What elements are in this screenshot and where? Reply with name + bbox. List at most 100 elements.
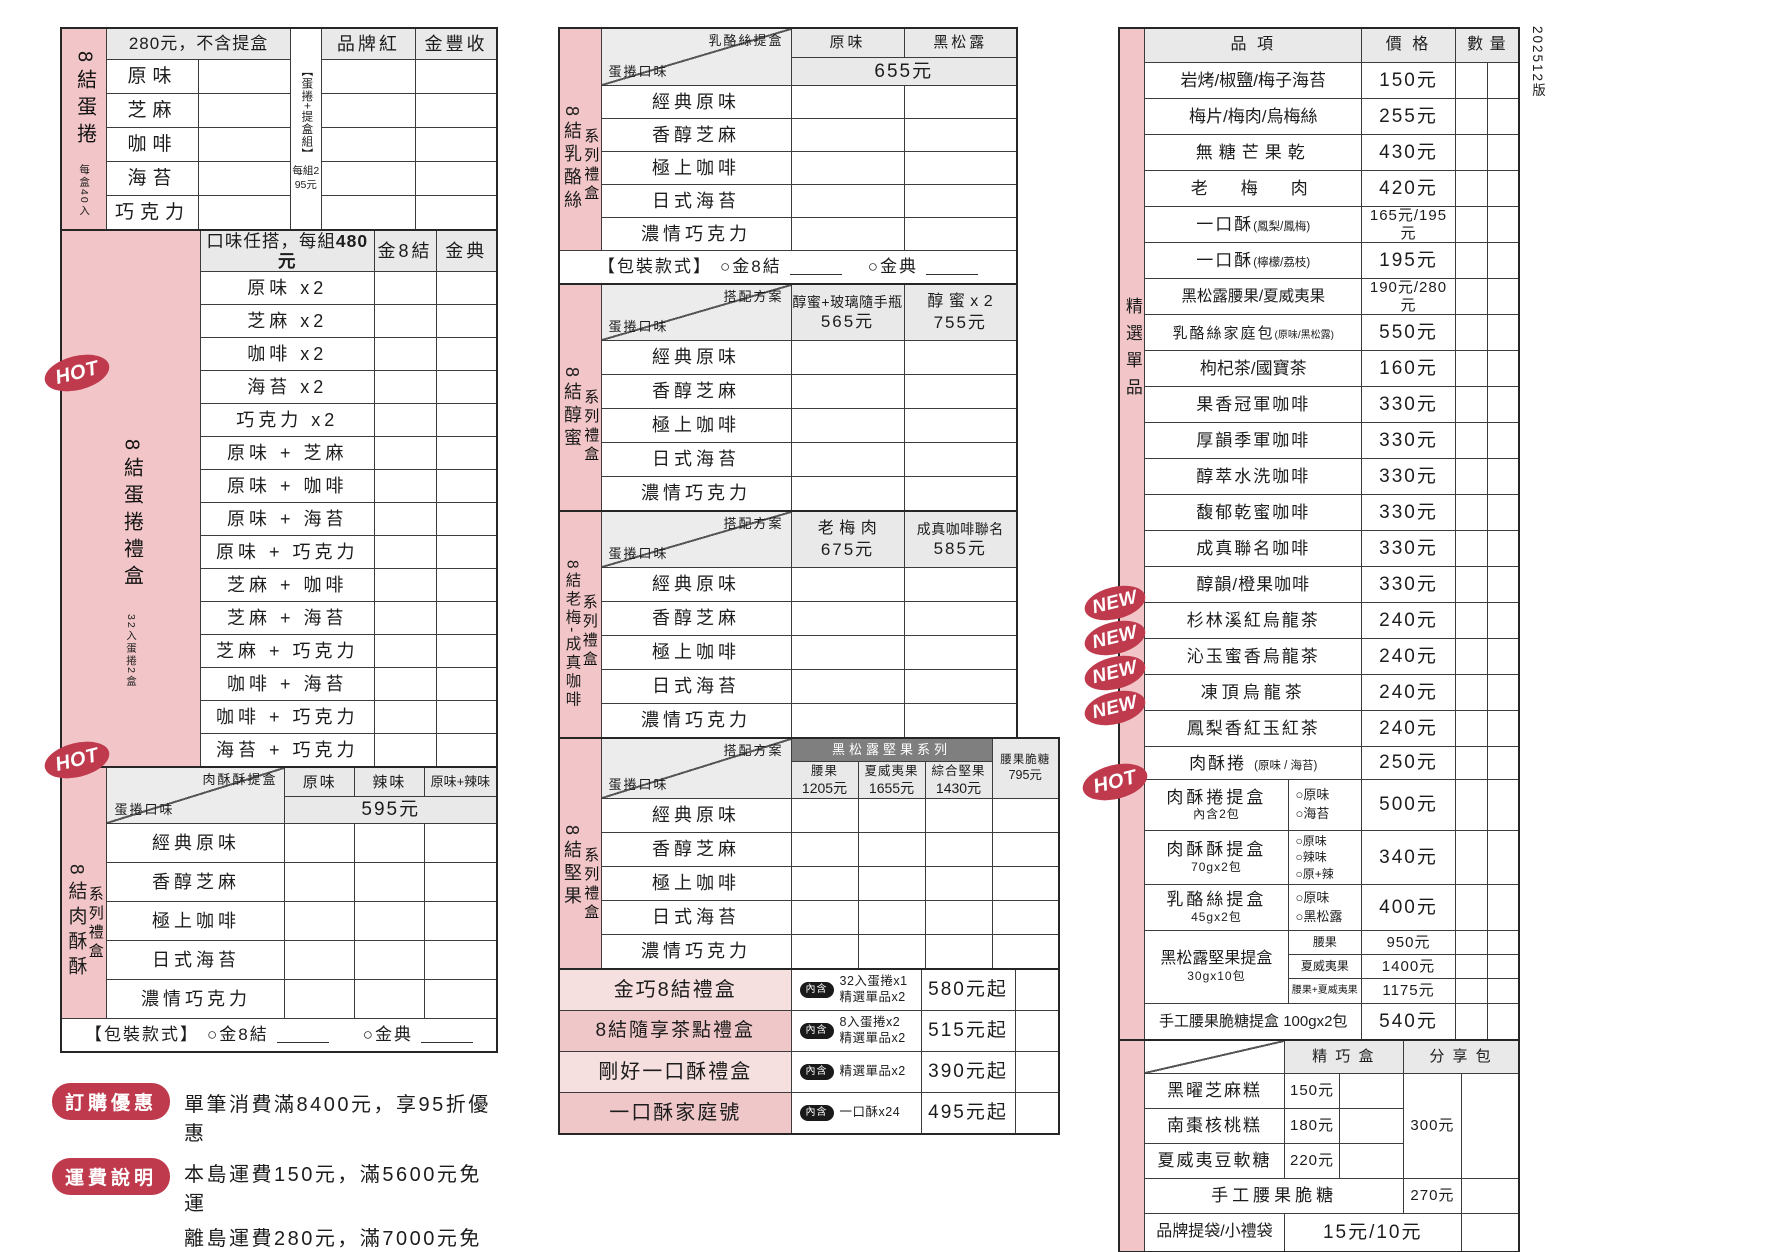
qty-cell[interactable]	[903, 151, 1018, 185]
qty-cell[interactable]	[423, 823, 498, 864]
qty-cell[interactable]	[435, 535, 498, 570]
qty-cell[interactable]	[903, 669, 1018, 704]
qty-cell[interactable]	[435, 634, 498, 669]
qty-cell[interactable]	[903, 184, 1018, 218]
qty-cell[interactable]	[1486, 314, 1520, 351]
qty-cell[interactable]	[373, 304, 437, 339]
qty-cell[interactable]	[1339, 1143, 1405, 1179]
qty-cell[interactable]	[284, 862, 356, 903]
qty-cell[interactable]	[415, 59, 498, 94]
qty-cell[interactable]	[1486, 98, 1520, 135]
qty-cell[interactable]	[1486, 674, 1520, 711]
qty-cell[interactable]	[903, 601, 1018, 636]
qty-cell[interactable]	[1339, 1073, 1405, 1109]
qty-cell[interactable]	[373, 370, 437, 405]
qty-cell[interactable]	[790, 118, 905, 152]
qty-cell[interactable]	[1454, 930, 1488, 955]
qty-cell[interactable]	[1014, 1092, 1060, 1135]
packaging-blank[interactable]	[421, 1027, 473, 1044]
qty-cell[interactable]	[924, 900, 993, 935]
qty-cell[interactable]	[373, 667, 437, 702]
qty-cell[interactable]	[991, 866, 1060, 901]
qty-cell[interactable]	[790, 703, 905, 739]
qty-cell[interactable]	[1454, 170, 1488, 207]
qty-cell[interactable]	[1454, 458, 1488, 495]
qty-cell[interactable]	[435, 271, 498, 306]
qty-cell[interactable]	[924, 832, 993, 867]
option-original[interactable]: ○原味	[1295, 787, 1330, 803]
qty-cell[interactable]	[1454, 206, 1488, 243]
qty-cell[interactable]	[373, 436, 437, 471]
qty-cell[interactable]	[903, 442, 1018, 477]
qty-cell[interactable]	[1014, 968, 1060, 1011]
qty-cell[interactable]	[1486, 830, 1520, 885]
qty-cell[interactable]	[1486, 978, 1520, 1004]
qty-cell[interactable]	[415, 127, 498, 162]
qty-cell[interactable]	[1486, 746, 1520, 780]
qty-cell[interactable]	[1486, 134, 1520, 171]
qty-cell[interactable]	[1454, 779, 1488, 831]
qty-cell[interactable]	[354, 979, 425, 1020]
qty-cell[interactable]	[790, 934, 859, 970]
qty-cell[interactable]	[435, 700, 498, 735]
qty-cell[interactable]	[1486, 530, 1520, 567]
qty-cell[interactable]	[435, 667, 498, 702]
qty-cell[interactable]	[320, 127, 417, 162]
option-mixed[interactable]: ○原+辣	[1295, 866, 1334, 881]
qty-cell[interactable]	[790, 217, 905, 251]
qty-cell[interactable]	[1486, 206, 1520, 243]
qty-cell[interactable]	[903, 374, 1018, 409]
qty-cell[interactable]	[320, 195, 417, 231]
qty-cell[interactable]	[924, 866, 993, 901]
qty-cell[interactable]	[903, 340, 1018, 375]
qty-cell[interactable]	[1454, 674, 1488, 711]
option-seaweed[interactable]: ○海苔	[1295, 806, 1330, 821]
qty-cell[interactable]	[373, 502, 437, 537]
qty-cell[interactable]	[1339, 1108, 1405, 1144]
qty-cell[interactable]	[903, 635, 1018, 670]
qty-cell[interactable]	[435, 733, 498, 768]
qty-cell[interactable]	[354, 823, 425, 864]
qty-cell[interactable]	[284, 940, 356, 981]
qty-cell[interactable]	[373, 700, 437, 735]
qty-cell[interactable]	[1454, 978, 1488, 1004]
qty-cell[interactable]	[790, 832, 859, 867]
qty-cell[interactable]	[991, 934, 1060, 970]
qty-cell[interactable]	[284, 823, 356, 864]
qty-cell[interactable]	[903, 118, 1018, 152]
qty-cell[interactable]	[354, 862, 425, 903]
qty-cell[interactable]	[1454, 278, 1488, 315]
qty-cell[interactable]	[354, 940, 425, 981]
packaging-blank[interactable]	[789, 259, 842, 275]
qty-cell[interactable]	[790, 442, 905, 477]
qty-cell[interactable]	[1486, 566, 1520, 603]
qty-cell[interactable]	[1486, 386, 1520, 423]
qty-cell[interactable]	[197, 93, 291, 128]
qty-cell[interactable]	[284, 901, 356, 942]
qty-cell[interactable]	[373, 469, 437, 504]
qty-cell[interactable]	[991, 832, 1060, 867]
qty-cell[interactable]	[423, 940, 498, 981]
qty-cell[interactable]	[1454, 1003, 1488, 1041]
qty-cell[interactable]	[435, 304, 498, 339]
qty-cell[interactable]	[320, 59, 417, 94]
qty-cell[interactable]	[1486, 422, 1520, 459]
qty-cell[interactable]	[435, 568, 498, 603]
qty-cell[interactable]	[197, 195, 291, 231]
qty-cell[interactable]	[991, 900, 1060, 935]
qty-cell[interactable]	[857, 798, 926, 833]
packaging-option-golden[interactable]: ○金典	[362, 1025, 413, 1045]
qty-cell[interactable]	[790, 866, 859, 901]
qty-cell[interactable]	[790, 408, 905, 443]
qty-cell[interactable]	[1486, 954, 1520, 979]
qty-cell[interactable]	[790, 635, 905, 670]
qty-cell[interactable]	[284, 979, 356, 1020]
qty-cell[interactable]	[435, 370, 498, 405]
qty-cell[interactable]	[790, 374, 905, 409]
qty-cell[interactable]	[197, 127, 291, 162]
qty-cell[interactable]	[790, 567, 905, 602]
qty-cell[interactable]	[1486, 494, 1520, 531]
qty-cell[interactable]	[1014, 1051, 1060, 1093]
qty-cell[interactable]	[373, 403, 437, 438]
packaging-option-gold8[interactable]: ○金8結	[719, 257, 782, 277]
